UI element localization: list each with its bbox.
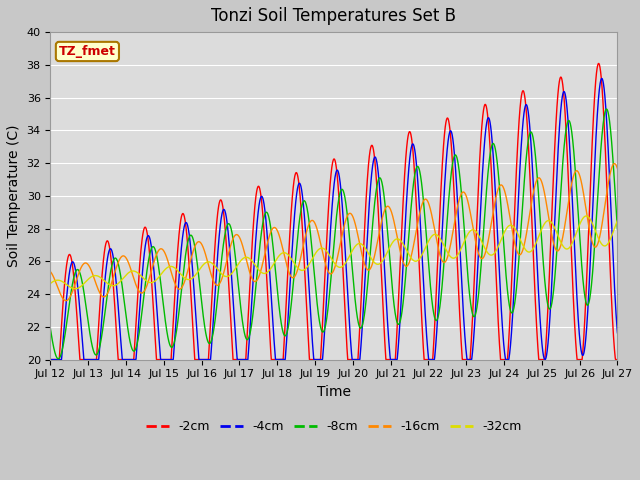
-4cm (598, 75, 605, 81)
-4cm (205, 357, 212, 362)
-32cm (168, 264, 176, 269)
-8cm (205, 340, 212, 346)
-16cm (560, 229, 568, 235)
-4cm (168, 357, 176, 362)
-8cm (560, 148, 568, 154)
-8cm (47, 326, 54, 332)
-2cm (560, 89, 568, 95)
-32cm (72, 286, 79, 292)
Legend: -2cm, -4cm, -8cm, -16cm, -32cm: -2cm, -4cm, -8cm, -16cm, -32cm (141, 415, 527, 438)
-4cm (389, 357, 397, 362)
-4cm (399, 260, 407, 266)
Line: -2cm: -2cm (51, 63, 618, 360)
-2cm (614, 357, 621, 362)
-2cm (595, 60, 602, 66)
-8cm (603, 106, 611, 112)
-16cm (613, 165, 621, 171)
-16cm (614, 166, 621, 171)
-32cm (582, 213, 590, 219)
-32cm (47, 280, 54, 286)
-2cm (613, 357, 621, 362)
Line: -32cm: -32cm (51, 216, 618, 289)
-2cm (399, 198, 407, 204)
-8cm (54, 356, 62, 361)
Line: -16cm: -16cm (51, 164, 618, 300)
-16cm (62, 298, 70, 303)
-2cm (47, 357, 54, 362)
-4cm (613, 326, 621, 332)
-16cm (611, 161, 618, 167)
Text: TZ_fmet: TZ_fmet (59, 45, 116, 58)
-16cm (205, 264, 212, 270)
-8cm (390, 297, 397, 302)
Line: -4cm: -4cm (51, 78, 618, 360)
-2cm (389, 357, 397, 362)
-8cm (399, 298, 407, 303)
-32cm (560, 244, 568, 250)
-4cm (614, 330, 621, 336)
-32cm (614, 217, 621, 223)
-8cm (168, 344, 176, 350)
Line: -8cm: -8cm (51, 109, 618, 359)
-8cm (613, 224, 621, 230)
Title: Tonzi Soil Temperatures Set B: Tonzi Soil Temperatures Set B (211, 7, 456, 25)
-4cm (47, 357, 54, 362)
-32cm (399, 241, 407, 247)
X-axis label: Time: Time (317, 385, 351, 399)
-4cm (560, 89, 568, 95)
-32cm (390, 239, 397, 244)
-2cm (205, 350, 212, 356)
-8cm (614, 227, 621, 232)
-16cm (168, 272, 176, 278)
-16cm (47, 269, 54, 275)
Y-axis label: Soil Temperature (C): Soil Temperature (C) (7, 125, 21, 267)
-32cm (613, 218, 621, 224)
-32cm (205, 259, 212, 265)
-16cm (399, 260, 407, 265)
-2cm (168, 342, 176, 348)
-16cm (390, 216, 397, 222)
